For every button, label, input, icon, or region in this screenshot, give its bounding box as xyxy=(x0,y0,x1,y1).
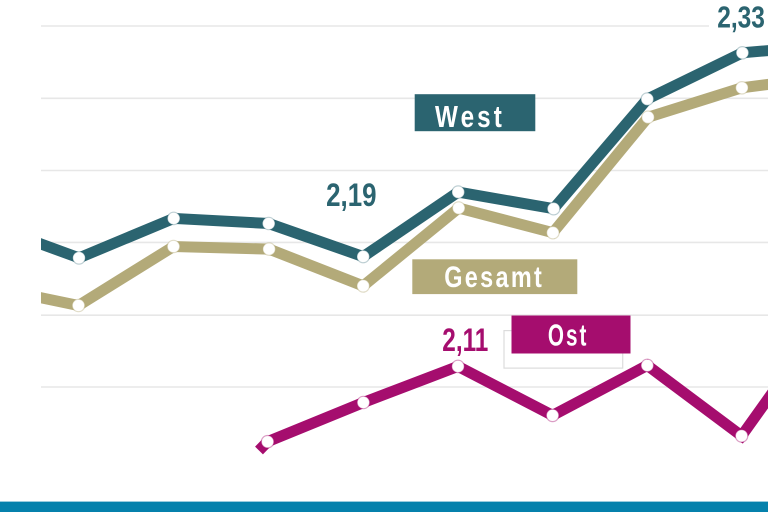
svg-text:Gesamt: Gesamt xyxy=(444,261,544,294)
svg-text:West: West xyxy=(435,99,505,134)
svg-text:2,11: 2,11 xyxy=(442,322,488,358)
svg-text:2,33: 2,33 xyxy=(717,0,765,34)
svg-text:2,19: 2,19 xyxy=(326,177,376,213)
svg-text:Ost: Ost xyxy=(548,317,589,352)
